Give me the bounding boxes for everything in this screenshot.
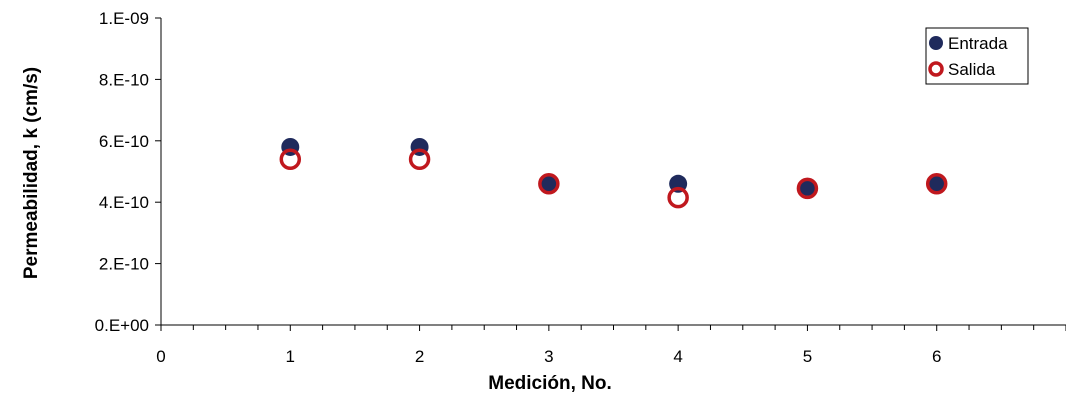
y-tick-label: 2.E-10 — [99, 255, 149, 274]
x-tick-label: 5 — [803, 347, 812, 366]
y-tick-label: 8.E-10 — [99, 70, 149, 89]
point-entrada — [539, 174, 558, 193]
y-tick-label: 0.E+00 — [95, 316, 149, 335]
x-tick-label: 6 — [932, 347, 941, 366]
x-tick-label: 4 — [673, 347, 682, 366]
y-tick-label: 1.E-09 — [99, 9, 149, 28]
point-salida — [925, 173, 948, 195]
legend-entrada-marker — [929, 36, 943, 50]
axes: 0.E+00 2.E-10 4.E-10 6.E-10 8.E-10 1.E-09 0 1 2 3… — [95, 9, 1066, 366]
x-tick-label: 3 — [544, 347, 553, 366]
x-tick-label: 2 — [415, 347, 424, 366]
legend-box — [925, 27, 1029, 85]
y-tick-label: 4.E-10 — [99, 193, 149, 212]
point-salida — [408, 148, 431, 170]
point-entrada — [927, 174, 946, 193]
x-tick-label: 1 — [286, 347, 295, 366]
point-salida — [279, 148, 302, 170]
point-salida — [796, 177, 819, 200]
data-marks — [279, 137, 948, 209]
legend-entrada-label: Entrada — [948, 34, 1008, 53]
x-tick-label: 0 — [156, 347, 165, 366]
legend: Entrada Salida — [925, 27, 1029, 85]
legend-salida-label: Salida — [948, 60, 996, 79]
x-axis-title: Medición, No. — [488, 373, 612, 394]
legend-salida-marker — [928, 61, 944, 77]
y-tick-label: 6.E-10 — [99, 132, 149, 151]
point-salida — [667, 186, 689, 209]
point-salida — [538, 173, 560, 195]
y-axis-title: Permeabilidad, k (cm/s) — [21, 67, 42, 279]
